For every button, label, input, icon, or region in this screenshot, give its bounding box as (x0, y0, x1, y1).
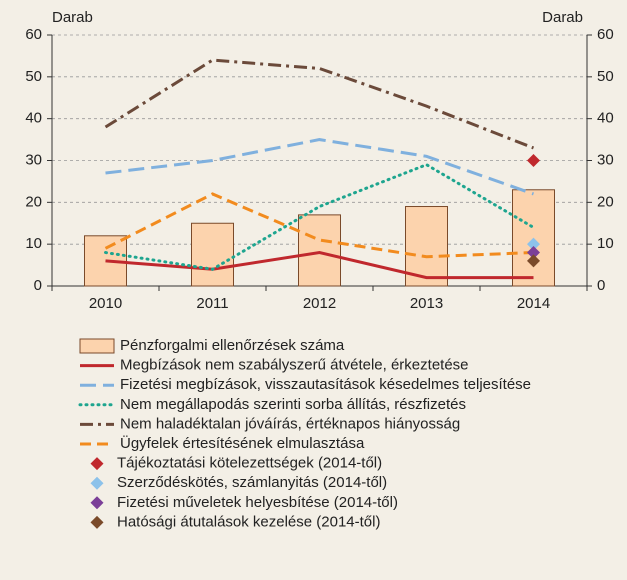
x-tick-label: 2013 (410, 295, 443, 312)
legend-label: Hatósági átutalások kezelése (2014-től) (117, 513, 380, 530)
y-tick-label: 30 (25, 151, 42, 168)
legend-label: Pénzforgalmi ellenőrzések száma (120, 337, 345, 354)
legend-label: Nem haladéktalan jóváírás, értéknapos hi… (120, 415, 460, 432)
marker (527, 254, 540, 268)
x-tick-label: 2012 (303, 295, 336, 312)
line (104, 192, 534, 259)
marker (527, 237, 540, 251)
y2-axis-label: Darab (542, 9, 583, 26)
bar (298, 214, 341, 287)
line (105, 251, 534, 280)
y2-tick-label: 50 (597, 68, 614, 85)
x-tick-label: 2010 (89, 295, 122, 312)
bar (405, 206, 448, 287)
x-tick-label: 2011 (196, 295, 228, 312)
y-tick-label: 0 (34, 277, 42, 294)
y2-tick-label: 30 (597, 151, 614, 168)
legend-label: Megbízások nem szabályszerű átvétele, ér… (120, 357, 469, 374)
marker (527, 154, 540, 167)
y-axis-label: Darab (52, 9, 93, 26)
y-tick-label: 50 (25, 68, 42, 85)
legend-label: Ügyfelek értesítésének elmulasztása (120, 434, 365, 452)
legend-label: Fizetési megbízások, visszautasítások ké… (120, 376, 531, 393)
y-tick-label: 60 (25, 26, 42, 43)
y2-tick-label: 40 (597, 110, 614, 127)
legend-swatch (90, 457, 104, 471)
legend-label: Tájékoztatási kötelezettségek (2014-től) (117, 455, 382, 472)
legend-swatch (79, 338, 115, 354)
x-tick-label: 2014 (517, 295, 550, 312)
line (104, 163, 535, 271)
legend-swatch (90, 476, 104, 490)
y2-tick-label: 0 (597, 277, 605, 294)
y2-tick-label: 20 (597, 193, 614, 210)
marker (527, 246, 540, 260)
y2-tick-label: 10 (597, 235, 614, 252)
y2-tick-label: 60 (597, 26, 614, 43)
line (105, 138, 534, 196)
legend-label: Szerződéskötés, számlanyitás (2014-től) (117, 474, 387, 491)
bar (191, 222, 234, 287)
y-tick-label: 10 (25, 235, 42, 252)
legend-label: Fizetési műveletek helyesbítése (2014-tő… (117, 494, 398, 511)
legend-label: Nem megállapodás szerinti sorba állítás,… (120, 396, 466, 413)
y-tick-label: 40 (25, 110, 42, 127)
y-tick-label: 20 (25, 193, 42, 210)
legend-swatch (90, 496, 104, 510)
line (104, 58, 535, 150)
legend-swatch (90, 515, 104, 529)
